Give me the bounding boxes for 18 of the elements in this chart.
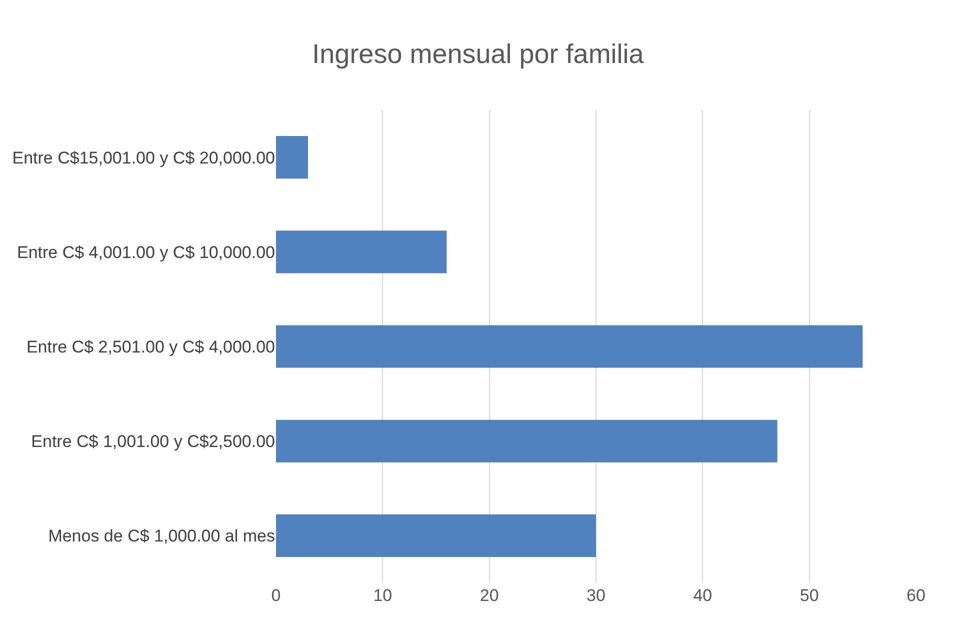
x-tick-label: 20 [480,586,499,605]
x-tick-label: 10 [373,586,392,605]
y-tick-label: Entre C$ 4,001.00 y C$ 10,000.00 [16,242,275,262]
bar [276,230,447,274]
chart-title: Ingreso mensual por familia [312,39,645,70]
y-tick-label: Entre C$ 1,001.00 y C$2,500.00 [31,432,275,452]
x-tick-label: 50 [800,586,819,605]
y-tick-label: Entre C$ 2,501.00 y C$ 4,000.00 [26,337,275,356]
y-tick-label: Menos de C$ 1,000.00 al mes [48,526,275,546]
bar [276,325,863,368]
bar [276,136,308,179]
bar [276,420,778,462]
x-tick-label: 60 [906,586,926,605]
x-tick-label: 0 [271,586,281,605]
x-tick-label: 30 [586,586,606,605]
x-tick-label: 40 [693,586,712,605]
y-tick-label: Entre C$15,001.00 y C$ 20,000.00 [12,148,275,168]
bar [276,514,596,557]
